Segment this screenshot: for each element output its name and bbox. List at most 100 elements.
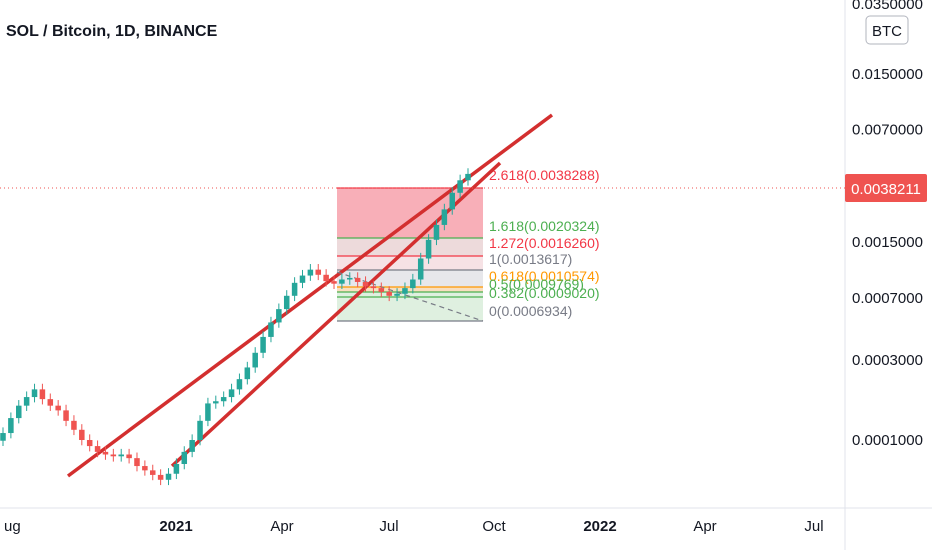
- candle-body: [307, 269, 314, 276]
- currency-badge[interactable]: BTC: [865, 15, 909, 45]
- candle-body: [126, 454, 132, 459]
- candle-body: [79, 429, 85, 440]
- candle-body: [260, 336, 266, 353]
- time-axis-label: ug: [4, 518, 21, 535]
- price-axis-label: 0.0001000: [852, 432, 923, 449]
- time-axis-label: Oct: [482, 518, 506, 535]
- candle-body: [23, 397, 30, 406]
- candle-body: [0, 433, 6, 441]
- fib-level-label: 1.618(0.0020324): [489, 218, 600, 234]
- price-axis-label: 0.0003000: [852, 352, 923, 369]
- dashed-projection-line: [336, 271, 484, 322]
- candle-body: [71, 420, 77, 430]
- fib-zone: [337, 292, 483, 297]
- fib-zone: [337, 256, 483, 270]
- fib-zone: [337, 287, 483, 292]
- time-axis-label: Jul: [379, 518, 398, 535]
- candle-body: [417, 258, 424, 280]
- candle-body: [86, 440, 93, 447]
- candle-body: [331, 281, 337, 284]
- candle-body: [189, 440, 195, 452]
- candle-body: [16, 405, 22, 419]
- candle-body: [425, 239, 432, 259]
- candle-body: [354, 277, 361, 282]
- fib-zone: [337, 188, 483, 238]
- price-axis-label: 0.0350000: [852, 0, 923, 13]
- candle-body: [362, 281, 369, 287]
- candle-body: [347, 277, 353, 280]
- time-axis-label: 2022: [583, 518, 616, 535]
- time-axis-label: Apr: [270, 518, 293, 535]
- candle-body: [102, 451, 109, 455]
- candle-body: [323, 274, 329, 282]
- candle-body: [457, 180, 463, 193]
- candle-body: [142, 466, 148, 471]
- candle-body: [110, 454, 117, 457]
- candle-body: [8, 418, 14, 434]
- candle-body: [157, 474, 164, 480]
- candle-body: [118, 454, 124, 457]
- fib-level-label: 0.5(0.0009769): [489, 276, 584, 292]
- current-price-value: 0.0038211: [851, 181, 921, 198]
- time-axis-label: 2021: [159, 518, 192, 535]
- candle-body: [402, 288, 408, 294]
- candlestick-series: [0, 168, 471, 486]
- candle-body: [433, 224, 440, 240]
- candle-body: [252, 352, 258, 368]
- candle-body: [378, 288, 385, 292]
- candle-body: [276, 309, 282, 323]
- candle-body: [55, 405, 61, 411]
- candle-body: [236, 379, 243, 390]
- candle-body: [299, 275, 306, 283]
- upper-trendline[interactable]: [66, 113, 554, 478]
- price-axis-label: 0.0150000: [852, 66, 923, 83]
- candle-body: [441, 209, 448, 225]
- candle-body: [370, 286, 377, 289]
- candle-body: [339, 279, 345, 284]
- candle-body: [213, 401, 219, 404]
- candle-body: [315, 269, 322, 275]
- price-axis-label: 0.0015000: [852, 234, 923, 251]
- candle-body: [291, 282, 298, 296]
- candle-body: [410, 279, 416, 289]
- candle-body: [181, 451, 188, 464]
- price-axis-label: 0.0070000: [852, 122, 923, 139]
- time-axis[interactable]: ug 2021 Apr Jul Oct 2022 Apr Jul: [4, 518, 824, 535]
- candle-body: [220, 397, 227, 402]
- fib-zone: [337, 297, 483, 321]
- candle-body: [244, 367, 251, 380]
- candle-body: [386, 291, 392, 296]
- time-axis-label: Jul: [804, 518, 823, 535]
- price-axis[interactable]: 0.03500000.01500000.00700000.00300000.00…: [852, 0, 923, 449]
- fib-level-label: 0(0.0006934): [489, 303, 572, 319]
- candle-body: [465, 173, 471, 181]
- fib-level-label: 1(0.0013617): [489, 251, 572, 267]
- currency-badge-label: BTC: [872, 23, 902, 40]
- candle-body: [149, 470, 156, 475]
- fib-level-label: 0.382(0.0009020): [489, 285, 600, 301]
- candle-body: [283, 295, 290, 310]
- candle-body: [394, 293, 400, 296]
- candle-body: [94, 446, 101, 452]
- candle-body: [47, 399, 54, 406]
- candle-body: [63, 410, 69, 421]
- candle-body: [228, 389, 235, 398]
- chart-title: SOL / Bitcoin, 1D, BINANCE: [6, 23, 218, 40]
- price-axis-label: 0.0007000: [852, 290, 923, 307]
- fib-level-label: 0.618(0.0010574): [489, 268, 600, 284]
- candle-body: [165, 473, 172, 480]
- fib-level-label: 2.618(0.0038288): [489, 167, 600, 183]
- current-price-tag: 0.0038211: [845, 174, 927, 202]
- candle-body: [197, 420, 203, 440]
- time-axis-label: Apr: [693, 518, 716, 535]
- candle-body: [31, 389, 38, 398]
- candle-body: [173, 463, 180, 474]
- candle-body: [268, 322, 274, 337]
- candle-body: [134, 458, 140, 467]
- candle-body: [39, 389, 46, 400]
- fib-level-label: 1.272(0.0016260): [489, 235, 600, 251]
- candle-body: [449, 192, 455, 210]
- candle-body: [205, 403, 211, 421]
